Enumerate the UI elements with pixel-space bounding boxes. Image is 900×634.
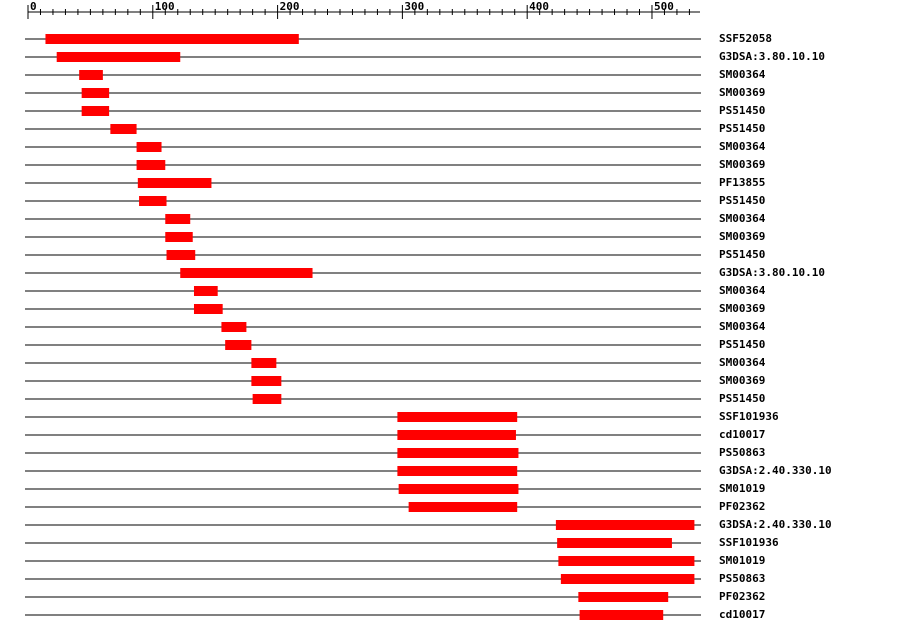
domain-bar xyxy=(560,574,695,584)
x-tick-label: 300 xyxy=(404,0,424,13)
domain-bar xyxy=(221,322,247,332)
domain-bar xyxy=(165,232,193,242)
row-label: SM00364 xyxy=(719,320,766,333)
row-label: PS51450 xyxy=(719,248,765,261)
domain-bar xyxy=(251,358,277,368)
domain-bar xyxy=(193,304,223,314)
x-tick-label: 200 xyxy=(280,0,300,13)
domain-bar xyxy=(398,484,519,494)
domain-bar xyxy=(251,376,282,386)
row-label: SM00369 xyxy=(719,374,765,387)
row-label: PS50863 xyxy=(719,572,765,585)
domain-bar xyxy=(579,610,664,620)
row-label: PS51450 xyxy=(719,194,765,207)
row-label: SM00364 xyxy=(719,284,766,297)
row-label: SM00369 xyxy=(719,230,765,243)
row-label: PS50863 xyxy=(719,446,765,459)
row-label: PS51450 xyxy=(719,338,765,351)
domain-bar xyxy=(79,70,103,80)
row-label: SM00369 xyxy=(719,86,765,99)
domain-bar xyxy=(166,250,196,260)
row-label: PS51450 xyxy=(719,392,765,405)
x-tick-label: 100 xyxy=(155,0,175,13)
row-label: PF02362 xyxy=(719,590,765,603)
domain-bar xyxy=(165,214,191,224)
row-label: SM00364 xyxy=(719,140,766,153)
domain-bar xyxy=(81,106,110,116)
domain-bar xyxy=(397,412,518,422)
row-label: PF02362 xyxy=(719,500,765,513)
domain-bar xyxy=(225,340,252,350)
row-label: SM00364 xyxy=(719,356,766,369)
row-label: PS51450 xyxy=(719,122,765,135)
domain-bar xyxy=(408,502,518,512)
domain-bar xyxy=(557,538,672,548)
x-tick-label: 400 xyxy=(529,0,549,13)
domain-bar xyxy=(252,394,282,404)
row-label: G3DSA:3.80.10.10 xyxy=(719,266,825,279)
domain-bar xyxy=(56,52,181,62)
row-label: SM00369 xyxy=(719,158,765,171)
row-label: G3DSA:2.40.330.10 xyxy=(719,464,832,477)
x-tick-label: 500 xyxy=(654,0,674,13)
domain-bar xyxy=(136,160,166,170)
row-label: SSF101936 xyxy=(719,410,779,423)
domain-bar xyxy=(180,268,313,278)
x-tick-label: 0 xyxy=(30,0,37,13)
domain-bar xyxy=(578,592,669,602)
domain-bar xyxy=(555,520,695,530)
row-label: SSF52058 xyxy=(719,32,772,45)
domain-bar xyxy=(397,430,516,440)
domain-bar xyxy=(137,178,212,188)
domain-bar xyxy=(558,556,695,566)
row-label: PS51450 xyxy=(719,104,765,117)
row-label: PF13855 xyxy=(719,176,765,189)
row-label: cd10017 xyxy=(719,428,765,441)
row-label: SM01019 xyxy=(719,554,765,567)
domain-bar xyxy=(139,196,167,206)
row-label: cd10017 xyxy=(719,608,765,621)
row-label: SM01019 xyxy=(719,482,765,495)
row-label: SM00364 xyxy=(719,212,766,225)
domain-bar xyxy=(45,34,299,44)
domain-bar xyxy=(110,124,137,134)
row-label: SM00364 xyxy=(719,68,766,81)
row-label: G3DSA:3.80.10.10 xyxy=(719,50,825,63)
domain-bar xyxy=(193,286,218,296)
domain-bar xyxy=(136,142,162,152)
domain-bar xyxy=(397,448,519,458)
domain-bar xyxy=(397,466,518,476)
row-label: SM00369 xyxy=(719,302,765,315)
domain-bar xyxy=(81,88,110,98)
row-label: G3DSA:2.40.330.10 xyxy=(719,518,832,531)
row-label: SSF101936 xyxy=(719,536,779,549)
